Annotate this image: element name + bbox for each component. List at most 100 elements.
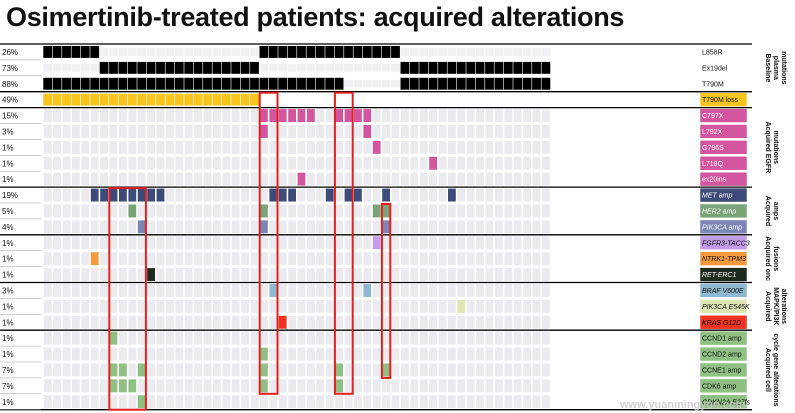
empty-cell	[250, 156, 259, 170]
empty-cell	[72, 331, 80, 345]
empty-cell	[457, 156, 466, 170]
empty-cell	[354, 125, 362, 138]
empty-cell	[466, 172, 475, 186]
empty-cell	[184, 268, 193, 281]
empty-cell	[457, 188, 466, 202]
empty-cell	[231, 363, 240, 377]
empty-cell	[391, 363, 400, 377]
empty-cell	[504, 347, 513, 361]
row-label-box	[699, 219, 748, 235]
empty-cell	[260, 236, 268, 250]
empty-cell	[307, 347, 315, 361]
empty-cell	[90, 395, 99, 409]
alteration-cell	[372, 140, 381, 154]
empty-cell	[382, 172, 390, 186]
empty-cell	[90, 172, 99, 186]
empty-cell	[288, 315, 296, 329]
empty-cell	[495, 140, 503, 154]
empty-cell	[184, 156, 193, 170]
empty-cell	[438, 347, 447, 361]
alteration-cell	[90, 77, 100, 90]
empty-cell	[476, 363, 484, 377]
empty-cell	[137, 331, 146, 345]
empty-cell	[438, 140, 447, 154]
alteration-cell	[62, 77, 71, 90]
row-label-box	[699, 171, 748, 187]
row-percentage: 73%	[2, 64, 18, 73]
empty-cell	[438, 268, 447, 281]
empty-cell	[513, 284, 522, 297]
empty-cell	[241, 347, 249, 361]
empty-cell	[382, 268, 390, 281]
empty-cell	[410, 156, 419, 170]
empty-cell	[241, 109, 249, 122]
empty-cell	[278, 204, 287, 218]
empty-cell	[222, 252, 231, 266]
empty-cell	[542, 220, 550, 234]
empty-cell	[344, 156, 353, 170]
empty-cell	[99, 48, 109, 56]
empty-cell	[278, 395, 287, 409]
empty-cell	[335, 268, 343, 281]
empty-cell	[43, 156, 52, 170]
empty-cell	[448, 220, 456, 234]
empty-cell	[297, 140, 306, 154]
alteration-cell	[43, 77, 53, 90]
empty-cell	[53, 156, 61, 170]
empty-cell	[109, 220, 118, 234]
empty-cell	[72, 156, 80, 170]
empty-cell	[391, 268, 400, 281]
oncoprint-row: 3% BRAF V600E	[2, 283, 748, 298]
empty-cell	[495, 331, 503, 345]
empty-cell	[475, 93, 485, 106]
oncoprint-row: 1% ex20ins	[2, 171, 748, 187]
empty-cell	[316, 109, 325, 122]
empty-cell	[495, 204, 503, 218]
alteration-cell	[119, 363, 127, 377]
empty-cell	[485, 109, 494, 122]
empty-cell	[100, 268, 108, 281]
oncoprint-row: 49% T790M loss	[2, 92, 748, 107]
empty-cell	[259, 93, 269, 106]
empty-cell	[166, 331, 174, 345]
empty-cell	[269, 363, 278, 377]
empty-cell	[43, 236, 52, 250]
empty-cell	[175, 315, 184, 329]
empty-cell	[542, 125, 550, 138]
empty-cell	[156, 48, 165, 56]
alteration-cell	[109, 379, 118, 393]
empty-cell	[325, 63, 335, 72]
empty-cell	[372, 63, 382, 72]
empty-cell	[307, 299, 315, 313]
empty-cell	[231, 140, 240, 154]
empty-cell	[175, 172, 184, 186]
empty-cell	[382, 315, 390, 329]
empty-cell	[429, 315, 437, 329]
alteration-cell	[428, 77, 438, 90]
alteration-cell	[278, 77, 288, 90]
empty-cell	[372, 93, 382, 106]
empty-cell	[288, 204, 296, 218]
empty-cell	[62, 188, 71, 202]
empty-cell	[410, 188, 419, 202]
empty-cell	[81, 315, 90, 329]
row-label-box	[699, 362, 748, 378]
empty-cell	[100, 284, 108, 297]
empty-cell	[100, 299, 108, 313]
empty-cell	[485, 395, 494, 409]
empty-cell	[476, 125, 484, 138]
alteration-cell	[409, 61, 419, 74]
empty-cell	[137, 347, 146, 361]
row-percentage: 3%	[2, 286, 14, 295]
empty-cell	[363, 188, 372, 202]
group-label-line: plasma	[772, 56, 779, 80]
empty-cell	[344, 236, 353, 250]
empty-cell	[100, 156, 108, 170]
empty-cell	[363, 236, 372, 250]
alteration-cell	[278, 46, 288, 58]
empty-cell	[438, 236, 447, 250]
empty-cell	[81, 188, 90, 202]
empty-cell	[175, 188, 184, 202]
empty-cell	[260, 268, 268, 281]
empty-cell	[128, 347, 137, 361]
